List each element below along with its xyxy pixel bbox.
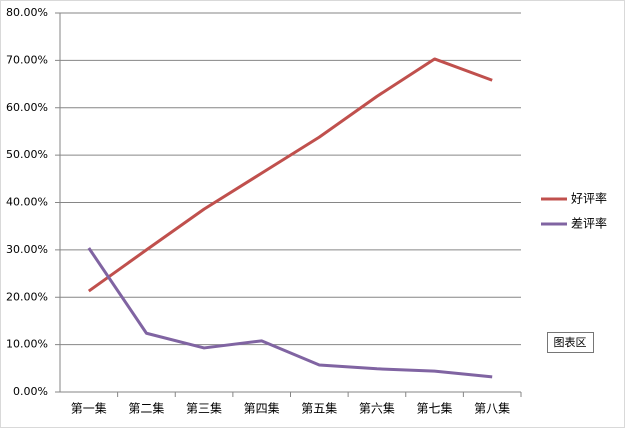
legend-label: 差评率 — [571, 216, 607, 231]
tooltip: 图表区 — [554, 335, 587, 349]
y-tick-label: 70.00% — [6, 53, 48, 66]
x-tick-label: 第八集 — [474, 401, 510, 416]
x-tick-label: 第三集 — [186, 401, 222, 416]
legend-label: 好评率 — [571, 191, 607, 206]
y-tick-label: 80.00% — [6, 6, 48, 19]
y-tick-label: 60.00% — [6, 101, 48, 114]
x-tick-label: 第四集 — [244, 401, 280, 416]
x-tick-label: 第一集 — [71, 401, 107, 416]
y-tick-label: 10.00% — [6, 338, 48, 351]
x-tick-label: 第五集 — [301, 401, 337, 416]
y-tick-label: 30.00% — [6, 243, 48, 256]
x-tick-label: 第二集 — [128, 401, 164, 416]
y-tick-label: 40.00% — [6, 196, 48, 209]
y-tick-label: 50.00% — [6, 148, 48, 161]
series-line — [87, 57, 493, 293]
series-line — [87, 247, 493, 379]
x-tick-label: 第六集 — [359, 401, 395, 416]
y-tick-label: 20.00% — [6, 290, 48, 303]
x-tick-label: 第七集 — [417, 401, 453, 416]
y-tick-label: 0.00% — [13, 385, 48, 398]
tooltip-box — [547, 332, 594, 353]
